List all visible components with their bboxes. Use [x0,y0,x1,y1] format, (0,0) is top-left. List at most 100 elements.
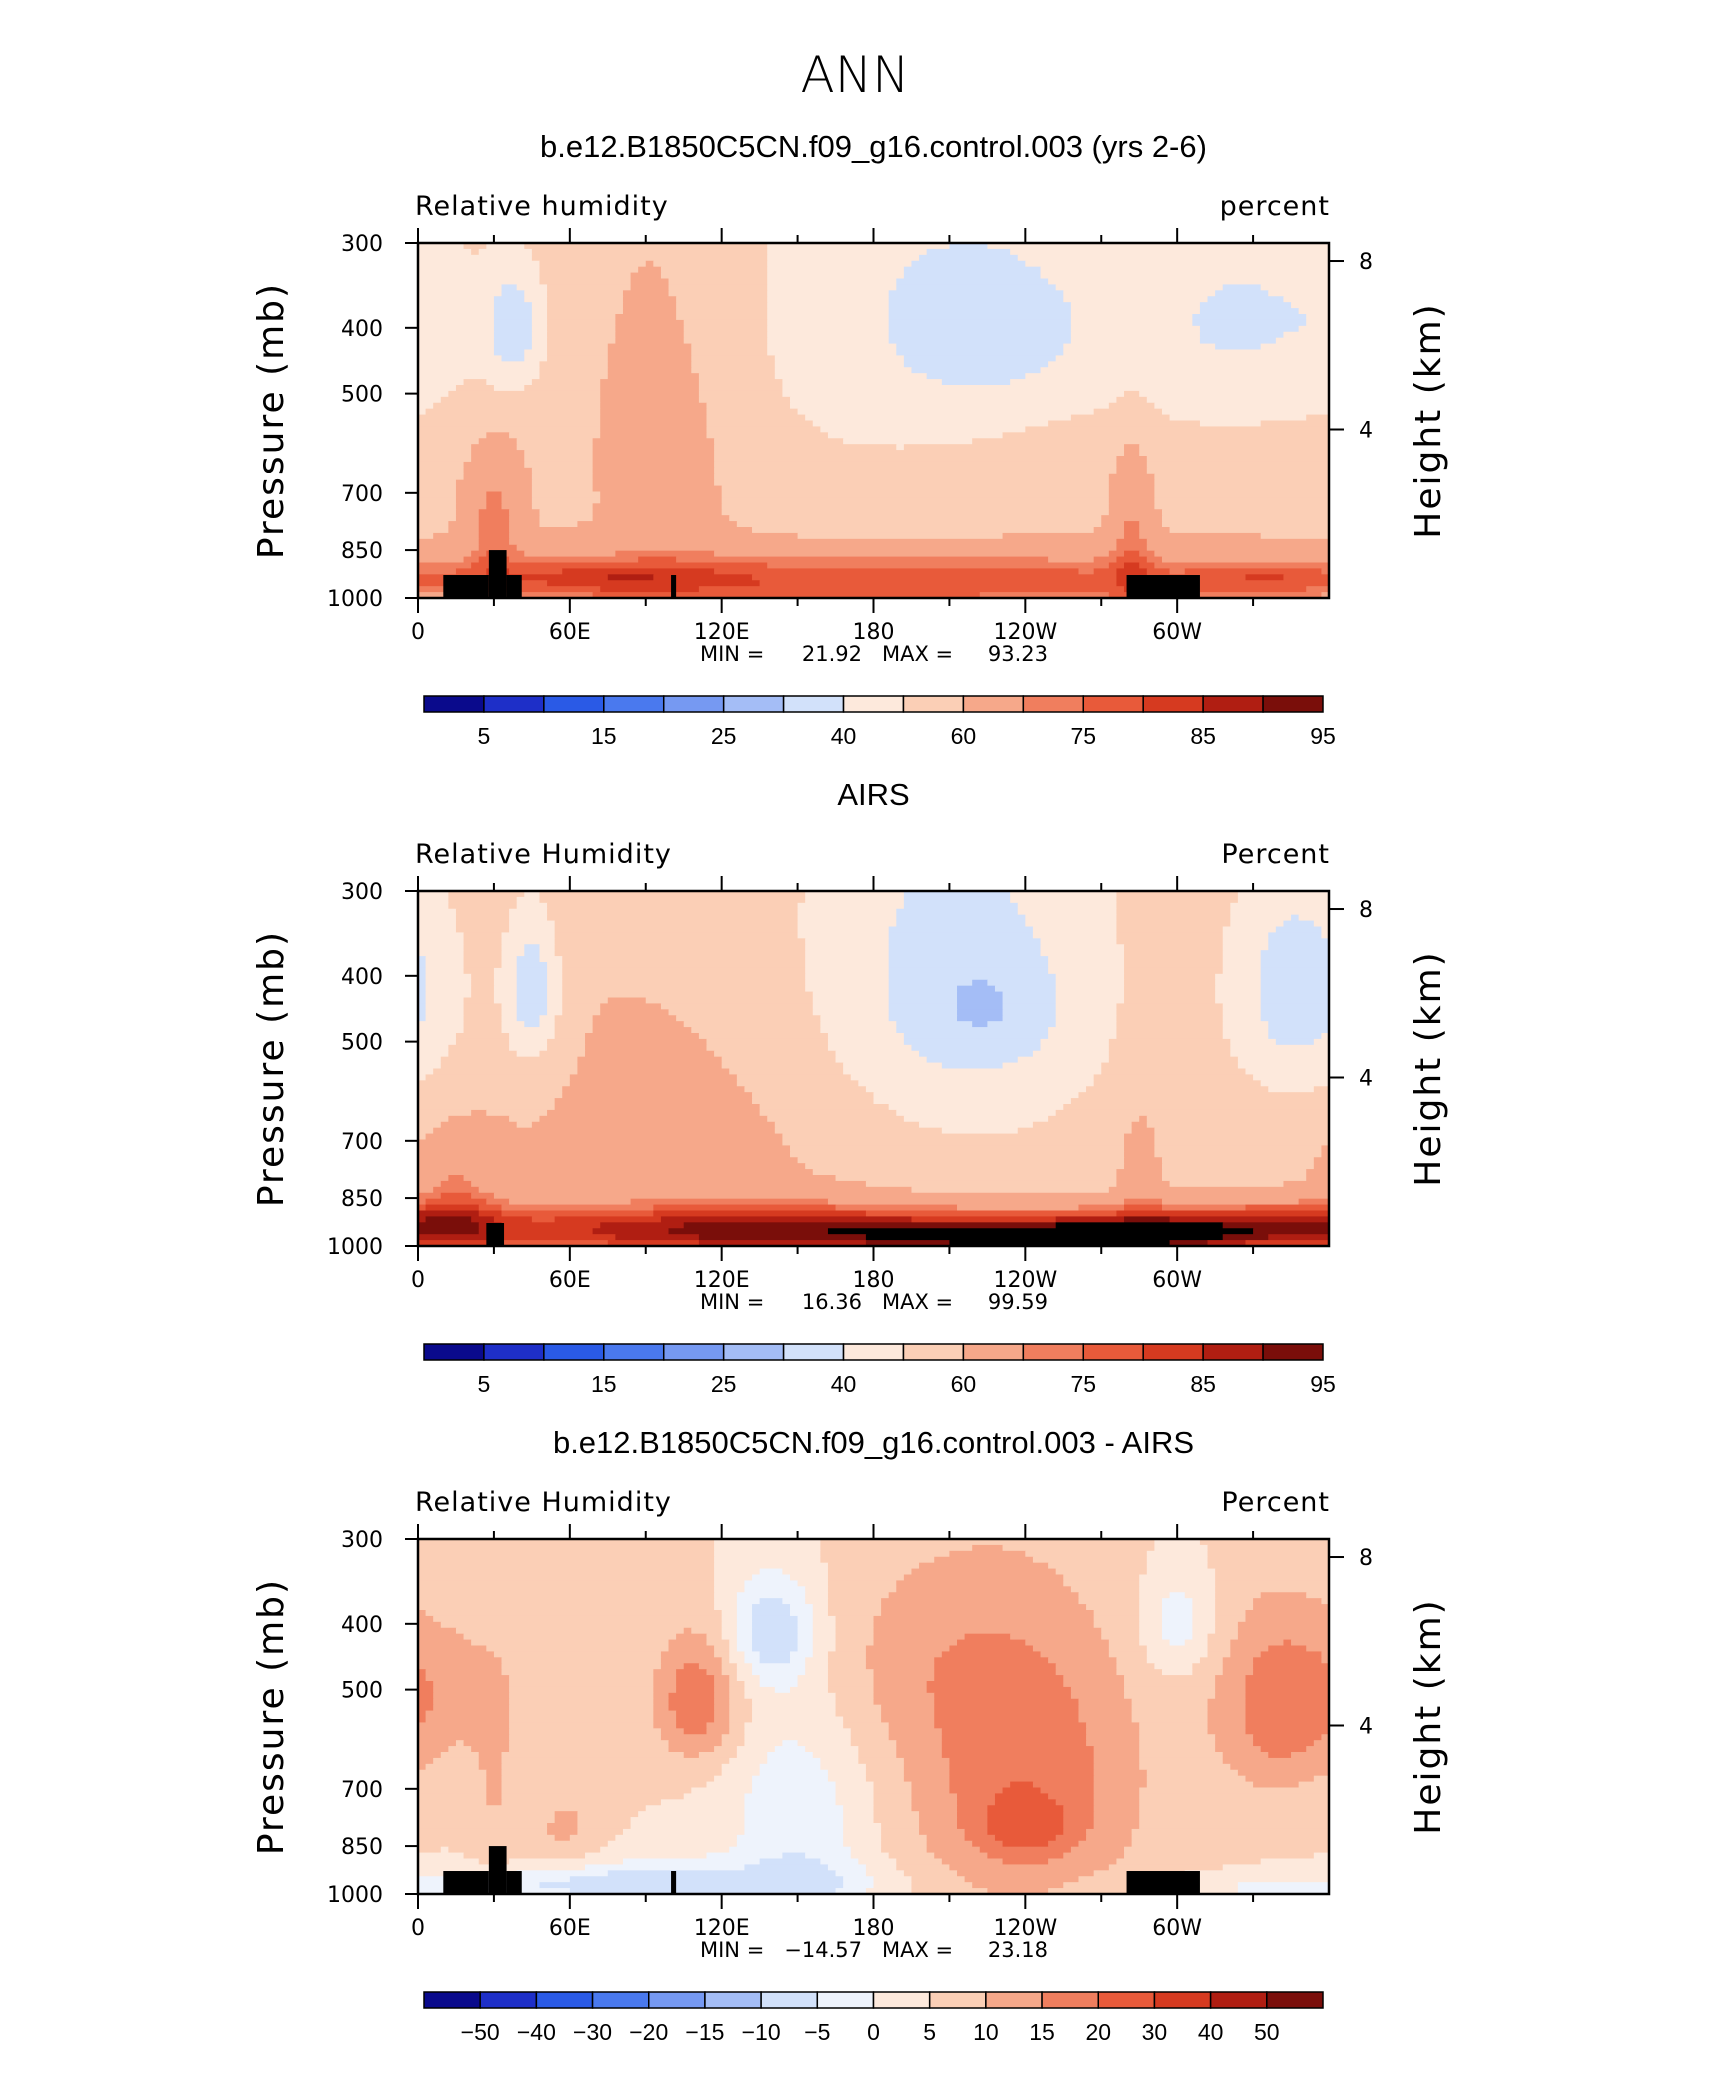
contour-cell [827,1038,905,1046]
contour-cell [881,1704,935,1712]
contour-cell [676,1015,821,1022]
contour-cell [820,1015,890,1022]
contour-cell [759,1109,897,1117]
contour-cell [592,444,715,451]
contour-cell [789,402,1110,410]
contour-cell [1048,278,1330,286]
contour-cell [501,1781,708,1789]
contour-cell [1063,1681,1125,1688]
contour-cell [1032,932,1118,939]
contour-cell [850,1728,890,1735]
contour-cell [714,1704,730,1712]
contour-cell [592,438,715,445]
contour-cell [850,1740,897,1747]
contour-cell [1139,450,1330,457]
contour-cell [729,1710,753,1718]
contour-cell [706,408,799,416]
contour-cell [736,1669,753,1676]
contour-cell [736,1639,753,1647]
contour-cell [1025,260,1330,268]
contour-cell [1192,1615,1216,1623]
contour-cell [873,1799,913,1806]
contour-cell [1230,1651,1262,1658]
contour-cell [630,284,670,291]
contour-cell [1260,991,1330,999]
contour-cell [1321,1657,1330,1664]
contour-cell [1093,1817,1140,1824]
contour-cell [759,1651,791,1658]
contour-cell [486,574,609,581]
contour-cell [486,497,503,504]
contour-cell [1222,962,1262,969]
contour-cell [653,1681,677,1688]
contour-cell [1055,1663,1118,1670]
contour-cell [1093,1610,1140,1617]
contour-cell [812,1610,829,1617]
contour-cell [531,467,594,475]
contour-cell [767,272,905,280]
contour-cell [1222,932,1269,939]
contour-cell [554,1027,594,1034]
contour-cell [418,1805,647,1812]
contour-cell [812,1615,837,1623]
right-string: percent [1220,191,1330,222]
contour-cell [888,1734,943,1741]
x-tick-label: 60E [549,1268,591,1293]
contour-cell [805,1163,1125,1170]
contour-cell [1154,485,1330,493]
contour-cell [1108,473,1155,481]
contour-cell [1131,1121,1148,1129]
contour-cell [1253,1228,1330,1235]
contour-cell [957,1811,988,1818]
contour-cell [1108,509,1163,516]
contour-cell [919,1811,958,1818]
contour-cell [881,1823,920,1830]
contour-cell [418,1104,556,1111]
contour-cell [501,290,525,297]
y-tick-label: 300 [341,880,383,905]
contour-cell [1245,1068,1330,1076]
contour-cell [433,1615,723,1623]
contour-cell [774,1127,943,1135]
contour-cell [463,997,495,1005]
contour-cell [797,408,1095,416]
contour-cell [1146,1121,1330,1129]
contour-cell [577,1817,632,1824]
contour-cell [706,1044,829,1052]
contour-cell [736,1080,859,1087]
contour-cell [1055,1216,1125,1223]
contour-cell [418,538,480,546]
contour-cell [509,1710,654,1718]
contour-cell [949,243,988,250]
colorbar-label: −30 [573,2019,612,2045]
colorbar-swatch [1142,695,1204,713]
y-tick-label: 850 [341,1835,383,1860]
colorbar-swatch [782,695,845,713]
contour-cell [888,319,1072,327]
contour-cell [615,1834,738,1842]
contour-cell [524,944,541,951]
contour-cell [1154,1139,1330,1147]
contour-cell [873,1681,928,1688]
contour-cell [418,950,465,957]
contour-cell [1010,1781,1034,1789]
contour-cell [1192,314,1307,321]
contour-cell [1192,319,1307,327]
contour-cell [1055,355,1330,362]
contour-cell [562,973,806,981]
contour-cell [805,979,890,987]
colorbar-swatch [423,695,485,713]
contour-cell [524,385,601,392]
contour-cell [964,1633,1011,1641]
contour-cell [1078,1204,1125,1212]
contour-cell [493,319,533,327]
contour-cell [714,473,1110,481]
contour-cell [509,920,556,928]
contour-cell [1222,956,1262,963]
contour-cell [418,319,495,327]
contour-cell [1086,1834,1133,1842]
contour-cell [418,1627,457,1635]
contour-cell [463,1175,837,1182]
contour-cell [509,926,556,934]
contour-cell [463,1009,503,1016]
